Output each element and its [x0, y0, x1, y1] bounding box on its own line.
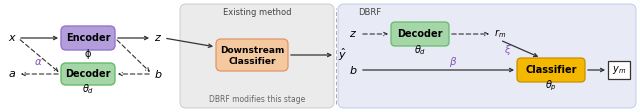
- Text: $r_m$: $r_m$: [494, 28, 506, 40]
- Text: $y_m$: $y_m$: [612, 64, 626, 76]
- FancyBboxPatch shape: [61, 26, 115, 50]
- FancyBboxPatch shape: [61, 63, 115, 85]
- Text: $b$: $b$: [154, 68, 163, 80]
- Text: Classifier: Classifier: [525, 65, 577, 75]
- Text: ϕ: ϕ: [84, 49, 92, 59]
- Text: Classifier: Classifier: [228, 56, 276, 66]
- Text: Decoder: Decoder: [397, 29, 443, 39]
- Text: $\theta_d$: $\theta_d$: [414, 43, 426, 57]
- Text: DBRF: DBRF: [358, 8, 381, 16]
- Text: Existing method: Existing method: [223, 8, 291, 16]
- Text: $\beta$: $\beta$: [449, 55, 457, 69]
- Text: $\theta_p$: $\theta_p$: [545, 79, 557, 93]
- FancyBboxPatch shape: [517, 58, 585, 82]
- FancyBboxPatch shape: [391, 22, 449, 46]
- Text: $\alpha$: $\alpha$: [34, 57, 42, 67]
- Text: $\theta_d$: $\theta_d$: [82, 82, 94, 96]
- Text: DBRF modifies this stage: DBRF modifies this stage: [209, 95, 305, 103]
- Text: $b$: $b$: [349, 64, 357, 76]
- Text: $\hat{y}$: $\hat{y}$: [337, 47, 346, 63]
- Text: $x$: $x$: [8, 33, 17, 43]
- FancyBboxPatch shape: [216, 39, 288, 71]
- Bar: [608, 61, 630, 79]
- Text: $z$: $z$: [349, 29, 357, 39]
- Text: Encoder: Encoder: [66, 33, 110, 43]
- Text: Downstream: Downstream: [220, 45, 284, 55]
- FancyBboxPatch shape: [180, 4, 334, 108]
- Text: $z$: $z$: [154, 33, 162, 43]
- Text: Decoder: Decoder: [65, 69, 111, 79]
- Text: $a$: $a$: [8, 69, 16, 79]
- FancyBboxPatch shape: [338, 4, 636, 108]
- Text: $\xi$: $\xi$: [504, 43, 512, 57]
